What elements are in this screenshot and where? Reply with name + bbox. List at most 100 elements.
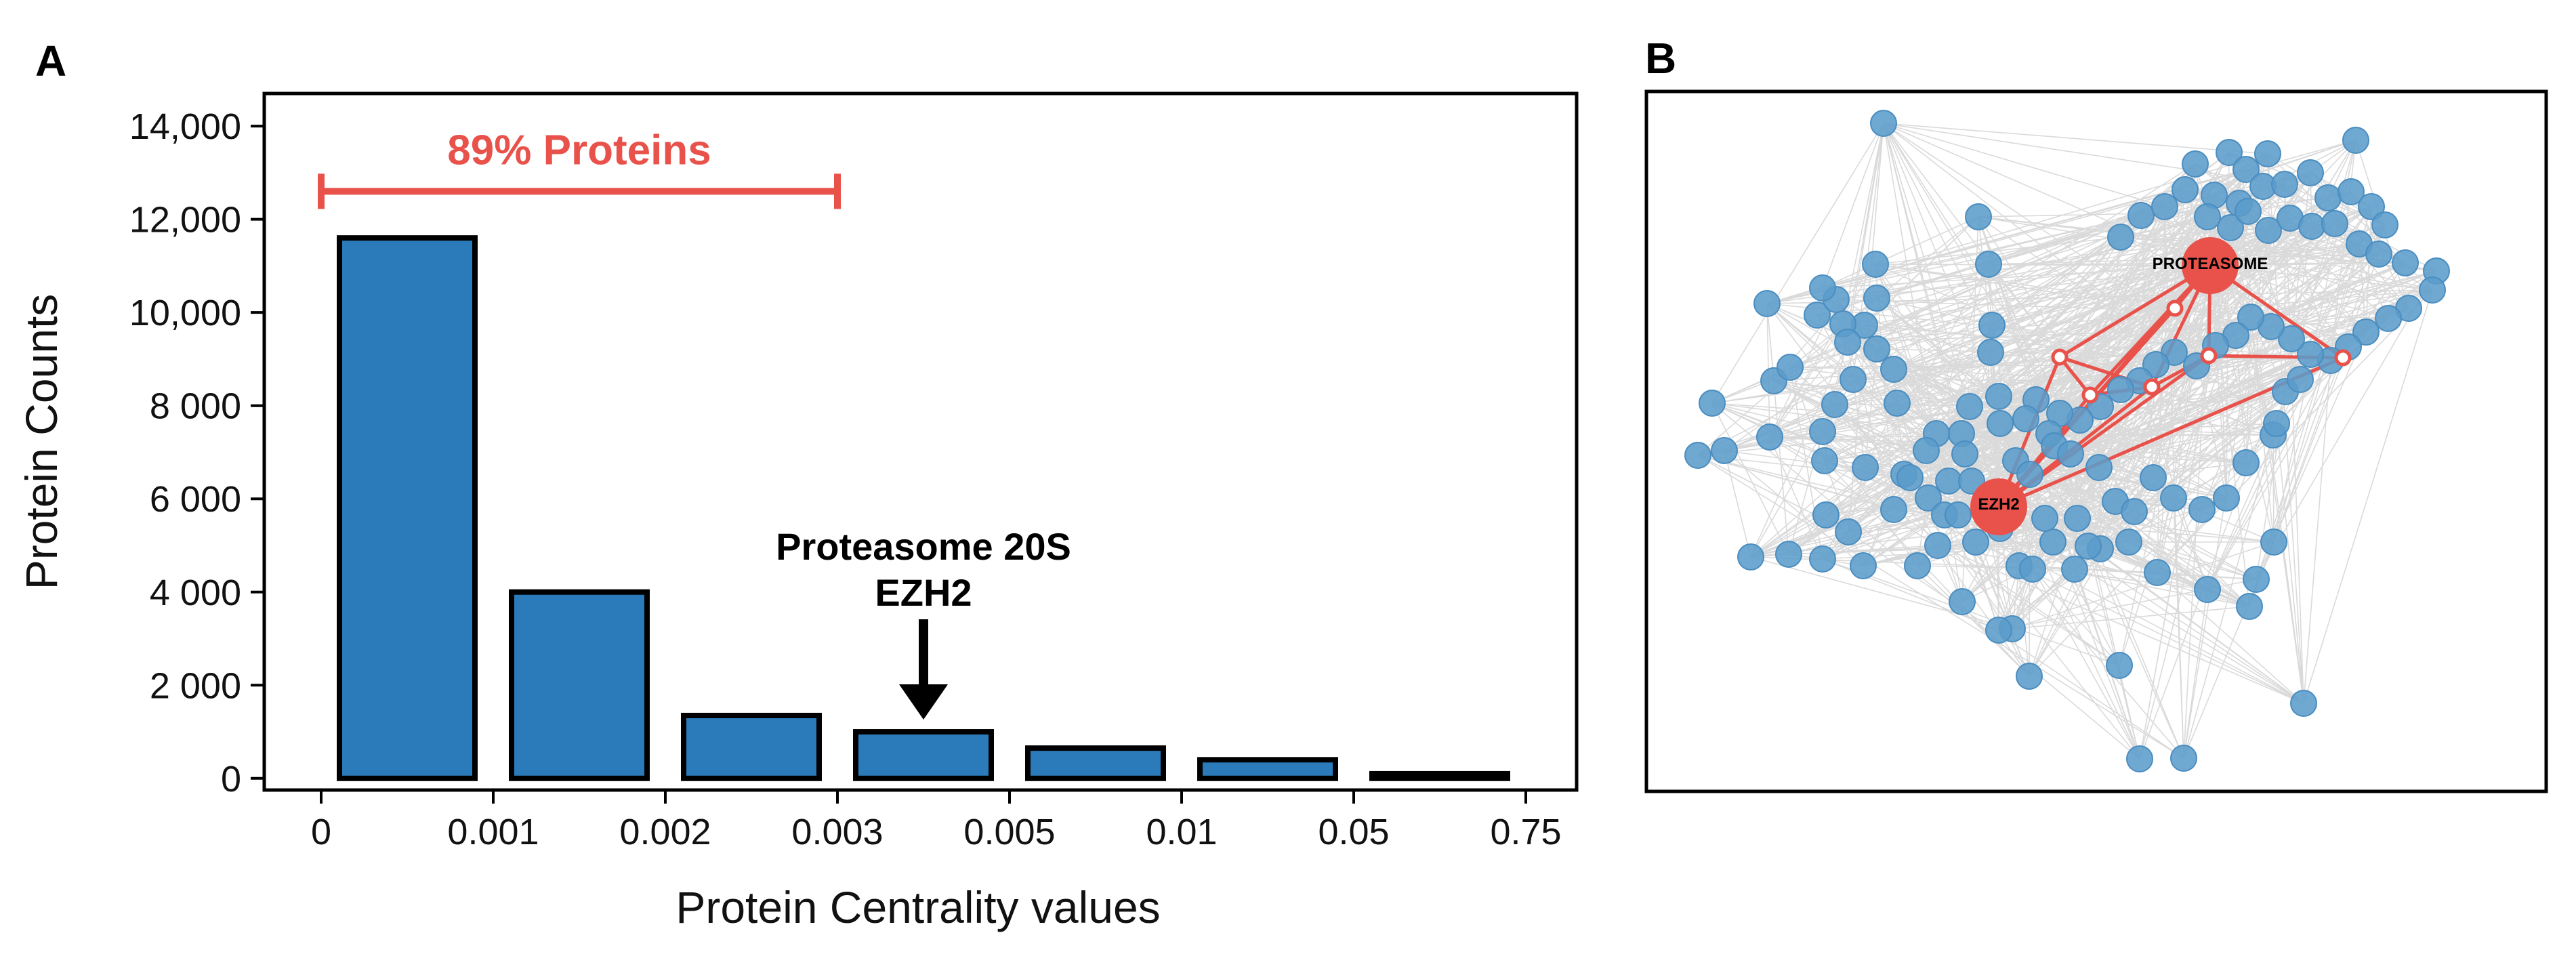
- highlight-node: [2166, 299, 2184, 317]
- bars-group: [337, 235, 1510, 781]
- y-axis-title: Protein Counts: [16, 294, 66, 590]
- percent-bracket: [318, 173, 841, 209]
- network-node: [1809, 274, 1836, 302]
- hub-label-proteasome: PROTEASOME: [2153, 255, 2268, 273]
- network-node: [1975, 251, 2002, 278]
- network-node: [2358, 193, 2385, 220]
- bar-7: [1369, 770, 1510, 781]
- network-node: [2121, 498, 2148, 525]
- bar-2: [509, 589, 650, 781]
- network-node: [1777, 354, 1804, 381]
- network-node: [2213, 484, 2240, 512]
- x-tick-label: 0.002: [619, 812, 711, 852]
- network-node: [1684, 442, 1711, 469]
- network-node: [1977, 339, 2004, 366]
- network-node: [1863, 335, 1890, 362]
- network-node: [1880, 356, 1907, 383]
- network-node: [1904, 552, 1931, 579]
- network-node: [1840, 366, 1867, 393]
- network-node: [2151, 193, 2178, 220]
- network-node: [2182, 150, 2209, 178]
- network-node: [1880, 496, 1907, 523]
- network-node: [2039, 528, 2066, 556]
- network-node: [1756, 423, 1783, 451]
- x-tick-label: 0.001: [447, 812, 539, 852]
- network-node: [2298, 213, 2325, 240]
- bar-1: [337, 235, 478, 781]
- network-node: [2232, 449, 2260, 476]
- network-node: [2375, 305, 2402, 332]
- y-tick-label: 2 000: [150, 665, 241, 706]
- hub-label-ezh2: EZH2: [1978, 495, 2019, 514]
- network-node: [2160, 484, 2187, 512]
- network-node: [2016, 663, 2043, 690]
- network-node: [2365, 241, 2392, 268]
- network-node: [2142, 351, 2169, 378]
- network-node: [1935, 468, 1962, 495]
- panel-a-label: A: [35, 37, 66, 85]
- network-node: [2085, 454, 2113, 481]
- x-tick-label: 0.05: [1318, 812, 1389, 852]
- network-node: [2126, 745, 2153, 772]
- network-node: [2263, 410, 2290, 437]
- network-node: [2271, 171, 2298, 198]
- network-node: [1775, 541, 1802, 568]
- network-node: [1884, 390, 1911, 417]
- network-node: [1699, 390, 1726, 417]
- network-node: [2127, 202, 2155, 229]
- network-node: [2106, 652, 2133, 679]
- network-node: [2321, 210, 2348, 237]
- y-axis-ticks: 0 2 000 4 000 6 000 8 000 10,000 12,000 14,000: [129, 106, 264, 800]
- network-node: [1852, 454, 1879, 481]
- network-node: [1949, 588, 1976, 615]
- network-node: [2194, 576, 2221, 603]
- network-node: [1835, 518, 1862, 545]
- network-node: [2075, 533, 2102, 560]
- network-graph: PROTEASOME EZH2: [1644, 89, 2548, 793]
- network-node: [1811, 447, 1838, 474]
- network-node: [1812, 501, 1840, 528]
- network-node: [2255, 217, 2282, 244]
- network-node: [2232, 156, 2260, 183]
- network-node: [1821, 391, 1848, 418]
- network-node: [2392, 249, 2419, 276]
- highlight-node: [2051, 348, 2069, 366]
- network-node: [2115, 528, 2142, 556]
- network-node: [2012, 405, 2039, 432]
- network-node: [1896, 464, 1924, 491]
- y-tick-label: 10,000: [129, 293, 241, 333]
- network-node: [2140, 464, 2167, 491]
- network-node: [2342, 127, 2369, 154]
- y-tick-label: 8 000: [150, 386, 241, 427]
- network-node: [2064, 505, 2091, 532]
- network-node: [1978, 312, 2006, 339]
- network-node: [2236, 593, 2263, 620]
- network-nodes: [1684, 110, 2450, 772]
- x-axis-title: Protein Centrality values: [676, 882, 1160, 932]
- hub-node-proteasome: [2182, 237, 2239, 294]
- y-tick-label: 12,000: [129, 200, 241, 241]
- network-node: [2216, 139, 2243, 166]
- y-tick-label: 0: [221, 759, 241, 800]
- bracket-label: 89% Proteins: [447, 127, 711, 173]
- bar-5: [1025, 745, 1166, 781]
- network-node: [1924, 532, 1951, 559]
- plot-frame: [262, 91, 1579, 792]
- network-node: [2061, 556, 2088, 583]
- network-node: [2260, 528, 2287, 556]
- network-node: [2019, 556, 2046, 583]
- network-node: [2217, 214, 2244, 241]
- network-node: [1753, 290, 1781, 317]
- network-node: [2107, 376, 2134, 403]
- network-node: [2297, 341, 2324, 368]
- network-node: [2172, 176, 2199, 203]
- x-tick-label: 0.75: [1490, 812, 1561, 852]
- network-node: [2254, 140, 2281, 167]
- network-node: [2031, 505, 2058, 532]
- network-node: [1985, 617, 2012, 644]
- network-node: [1809, 545, 1836, 573]
- network-node: [2419, 276, 2446, 304]
- panel-b-label: B: [1645, 34, 1676, 83]
